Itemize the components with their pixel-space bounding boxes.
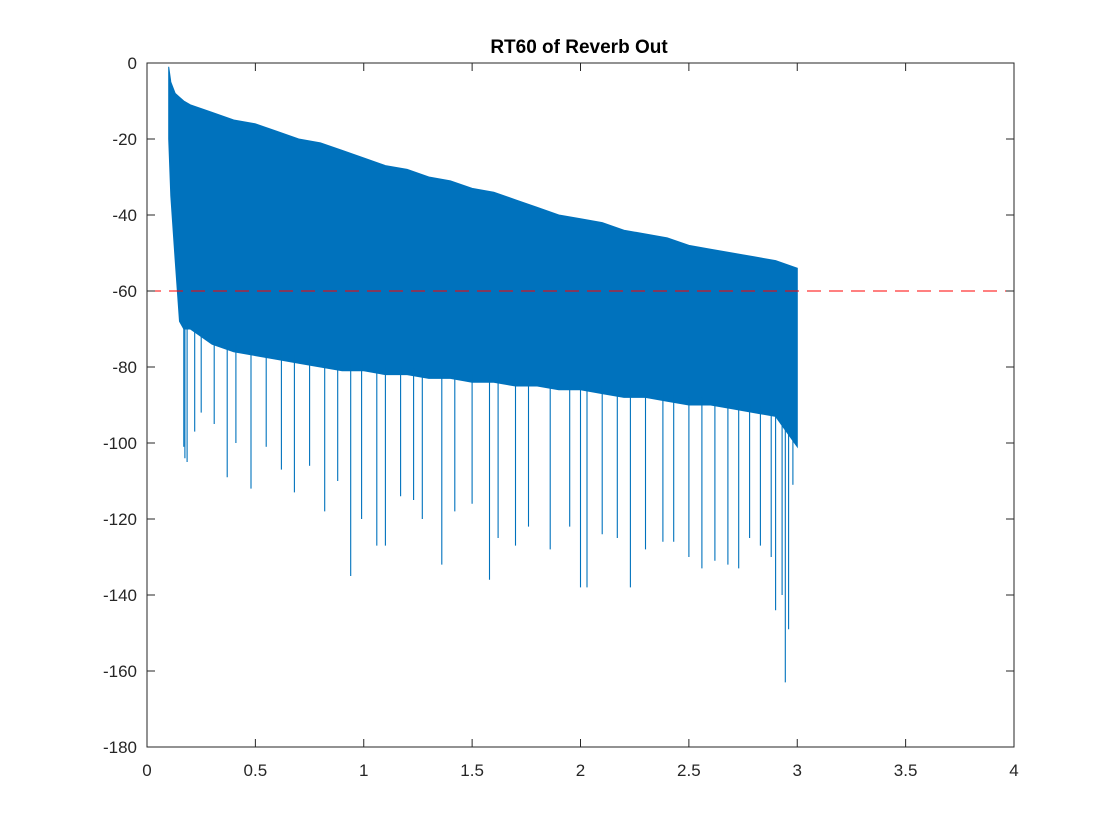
chart-title: RT60 of Reverb Out (490, 37, 668, 58)
y-tick-label: -120 (103, 510, 137, 529)
y-tick-label: 0 (128, 54, 137, 73)
y-tick-label: -40 (112, 206, 137, 225)
x-tick-label: 1.5 (460, 761, 484, 780)
x-tick-label: 0.5 (244, 761, 268, 780)
y-tick-label: -160 (103, 662, 137, 681)
x-tick-label: 0 (142, 761, 151, 780)
signal-envelope (168, 66, 798, 449)
y-tick-label: -100 (103, 434, 137, 453)
axes-layer: 0 0.5 1 1.5 2 2.5 3 3.5 4 0 -20 -40 -60 -80 -100 -120 -1… (103, 54, 1019, 780)
x-tick-label: 2 (576, 761, 585, 780)
y-tick-label: -80 (112, 358, 137, 377)
x-tick-label: 3 (793, 761, 802, 780)
data-layer (147, 66, 1014, 683)
y-tick-label: -20 (112, 130, 137, 149)
x-tick-label: 4 (1009, 761, 1018, 780)
y-tick-label: -60 (112, 282, 137, 301)
x-tick-label: 1 (359, 761, 368, 780)
x-tick-label: 2.5 (677, 761, 701, 780)
y-tick-label: -140 (103, 586, 137, 605)
x-tick-label: 3.5 (894, 761, 918, 780)
y-tick-label: -180 (103, 738, 137, 757)
